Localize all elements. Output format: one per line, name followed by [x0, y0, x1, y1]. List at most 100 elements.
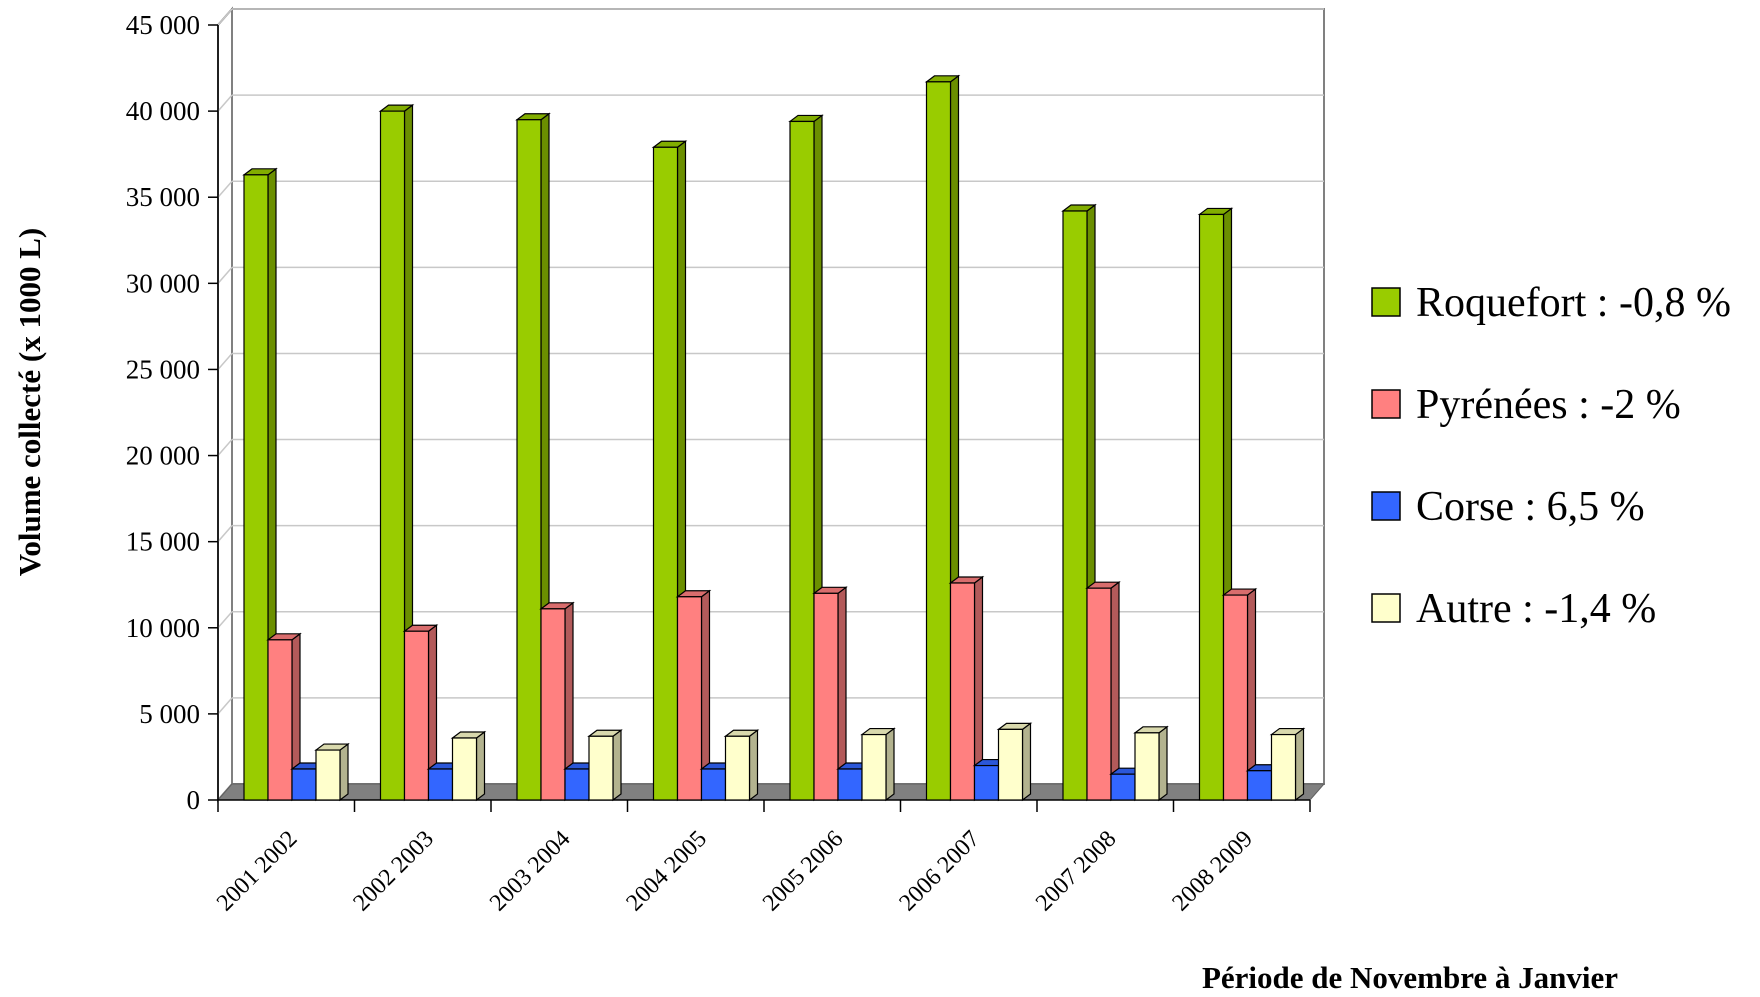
x-tick-labels: 2001 2002 2002 2003 2003 2004 2004 2005 2005…	[212, 826, 1258, 917]
bar-front	[291, 768, 317, 801]
bar-front	[588, 735, 614, 801]
bar-front	[379, 110, 406, 801]
legend-swatch	[1371, 389, 1401, 419]
bar	[515, 112, 551, 802]
x-tick-label: 2004 2005	[621, 826, 712, 917]
x-tick-label: 2005 2006	[758, 826, 849, 917]
bar	[314, 742, 350, 802]
bar-front	[1086, 587, 1112, 801]
bars	[242, 74, 1306, 802]
bar	[723, 729, 760, 802]
legend-item: Autre : -1,4 %	[1371, 586, 1656, 632]
bar-front	[403, 630, 430, 801]
legend-swatch	[1371, 491, 1401, 521]
legend-label: Roquefort : -0,8 %	[1416, 280, 1731, 326]
bar-front	[949, 582, 976, 801]
bar-side	[475, 730, 486, 802]
bar-front	[789, 120, 815, 801]
bar	[675, 589, 712, 802]
bar-side	[1021, 722, 1032, 802]
bar-front	[564, 768, 590, 801]
gridline	[217, 8, 233, 26]
bar	[1133, 725, 1169, 802]
bar-front	[1270, 733, 1297, 801]
bar	[587, 729, 623, 802]
legend-label: Pyrénées : -2 %	[1416, 382, 1681, 428]
bar-front	[427, 768, 454, 801]
y-tick-label: 45 000	[126, 10, 200, 40]
bar	[242, 167, 278, 802]
legend-item: Pyrénées : -2 %	[1371, 382, 1681, 428]
bar	[450, 730, 487, 802]
bar-front	[1110, 773, 1136, 801]
y-tick-label: 30 000	[126, 268, 200, 298]
bar	[1221, 587, 1258, 802]
y-tick-label: 40 000	[126, 96, 200, 126]
bar-front	[315, 749, 341, 801]
y-tick-label: 10 000	[126, 613, 200, 643]
x-tick-label: 2007 2008	[1031, 826, 1122, 917]
gridlines	[217, 8, 1324, 715]
bar-front	[925, 81, 952, 801]
x-axis-title: Période de Novembre à Janvier	[1202, 960, 1618, 995]
bar	[1061, 203, 1097, 802]
y-tick-label: 0	[187, 785, 201, 815]
x-tick-label: 2002 2003	[348, 826, 439, 917]
bar	[1197, 207, 1234, 802]
side-wall	[217, 6, 233, 803]
bar	[1269, 727, 1306, 802]
bar	[266, 632, 302, 802]
gridline	[217, 439, 233, 457]
legend-label: Autre : -1,4 %	[1416, 586, 1656, 632]
bar-side	[1110, 580, 1120, 802]
bar-front	[451, 737, 478, 801]
bar-front	[1246, 770, 1273, 801]
bar-front	[676, 596, 703, 801]
bar-front	[243, 174, 269, 801]
legend-item: Roquefort : -0,8 %	[1371, 280, 1731, 326]
bar-front	[1062, 210, 1088, 801]
bar-side	[1158, 725, 1168, 802]
bar	[972, 758, 1009, 802]
gridline	[217, 611, 233, 629]
y-tick-label: 15 000	[126, 527, 200, 557]
bar-front	[652, 146, 679, 801]
bar-front	[837, 768, 863, 801]
gridline	[217, 697, 233, 715]
bar	[402, 624, 439, 802]
gridline	[217, 352, 233, 370]
bar	[996, 722, 1033, 802]
bar-side	[612, 729, 622, 802]
bar-front	[997, 728, 1024, 801]
bar-front	[813, 592, 839, 801]
gridline	[217, 180, 233, 198]
y-tick-label: 20 000	[126, 441, 200, 471]
bar-front	[516, 119, 542, 801]
y-tick-label: 5 000	[139, 699, 200, 729]
y-axis-title: Volume collecté (x 1000 L)	[12, 228, 47, 576]
bar-front	[1222, 594, 1249, 801]
gridline	[217, 94, 233, 112]
bar-side	[1294, 727, 1305, 802]
bar-front	[540, 608, 566, 801]
y-tick-labels: 0 5 000 10 000 15 000 20 000 25 000 30 000 35 0…	[126, 10, 200, 815]
legend-item: Corse : 6,5 %	[1371, 484, 1645, 530]
bar	[812, 586, 848, 802]
bar-front	[861, 733, 887, 801]
gridline	[217, 266, 233, 284]
bar-front	[1198, 213, 1225, 801]
legend-swatch	[1371, 593, 1401, 623]
x-tick-label: 2008 2009	[1167, 826, 1258, 917]
y-tick-label: 35 000	[126, 182, 200, 212]
bar-front	[700, 768, 727, 801]
bar-side	[339, 742, 349, 802]
gridline	[217, 525, 233, 543]
bar-front	[724, 735, 751, 801]
bar-front	[973, 764, 1000, 801]
x-tick-label: 2003 2004	[485, 826, 576, 917]
x-tick-label: 2001 2002	[212, 826, 303, 917]
x-tick-label: 2006 2007	[894, 826, 985, 917]
bar-side	[885, 727, 895, 802]
bar-front	[1134, 732, 1160, 801]
